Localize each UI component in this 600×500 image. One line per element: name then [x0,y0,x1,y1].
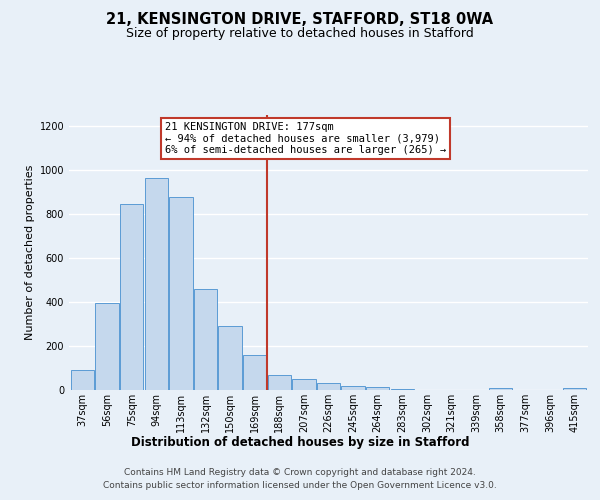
Bar [391,389,414,390]
Bar [341,386,365,390]
Bar [95,302,119,390]
Bar [120,204,143,390]
Text: Contains HM Land Registry data © Crown copyright and database right 2024.: Contains HM Land Registry data © Crown c… [124,468,476,477]
Text: 21, KENSINGTON DRIVE, STAFFORD, ST18 0WA: 21, KENSINGTON DRIVE, STAFFORD, ST18 0WA [106,12,494,28]
Bar [292,379,316,390]
Bar [489,388,512,390]
Text: Size of property relative to detached houses in Stafford: Size of property relative to detached ho… [126,28,474,40]
Text: Distribution of detached houses by size in Stafford: Distribution of detached houses by size … [131,436,469,449]
Bar [71,370,94,390]
Bar [218,326,242,390]
Bar [317,384,340,390]
Bar [145,178,168,390]
Y-axis label: Number of detached properties: Number of detached properties [25,165,35,340]
Bar [563,388,586,390]
Bar [268,375,291,390]
Text: Contains public sector information licensed under the Open Government Licence v3: Contains public sector information licen… [103,480,497,490]
Bar [243,355,266,390]
Text: 21 KENSINGTON DRIVE: 177sqm
← 94% of detached houses are smaller (3,979)
6% of s: 21 KENSINGTON DRIVE: 177sqm ← 94% of det… [165,122,446,155]
Bar [169,197,193,390]
Bar [366,387,389,390]
Bar [194,289,217,390]
